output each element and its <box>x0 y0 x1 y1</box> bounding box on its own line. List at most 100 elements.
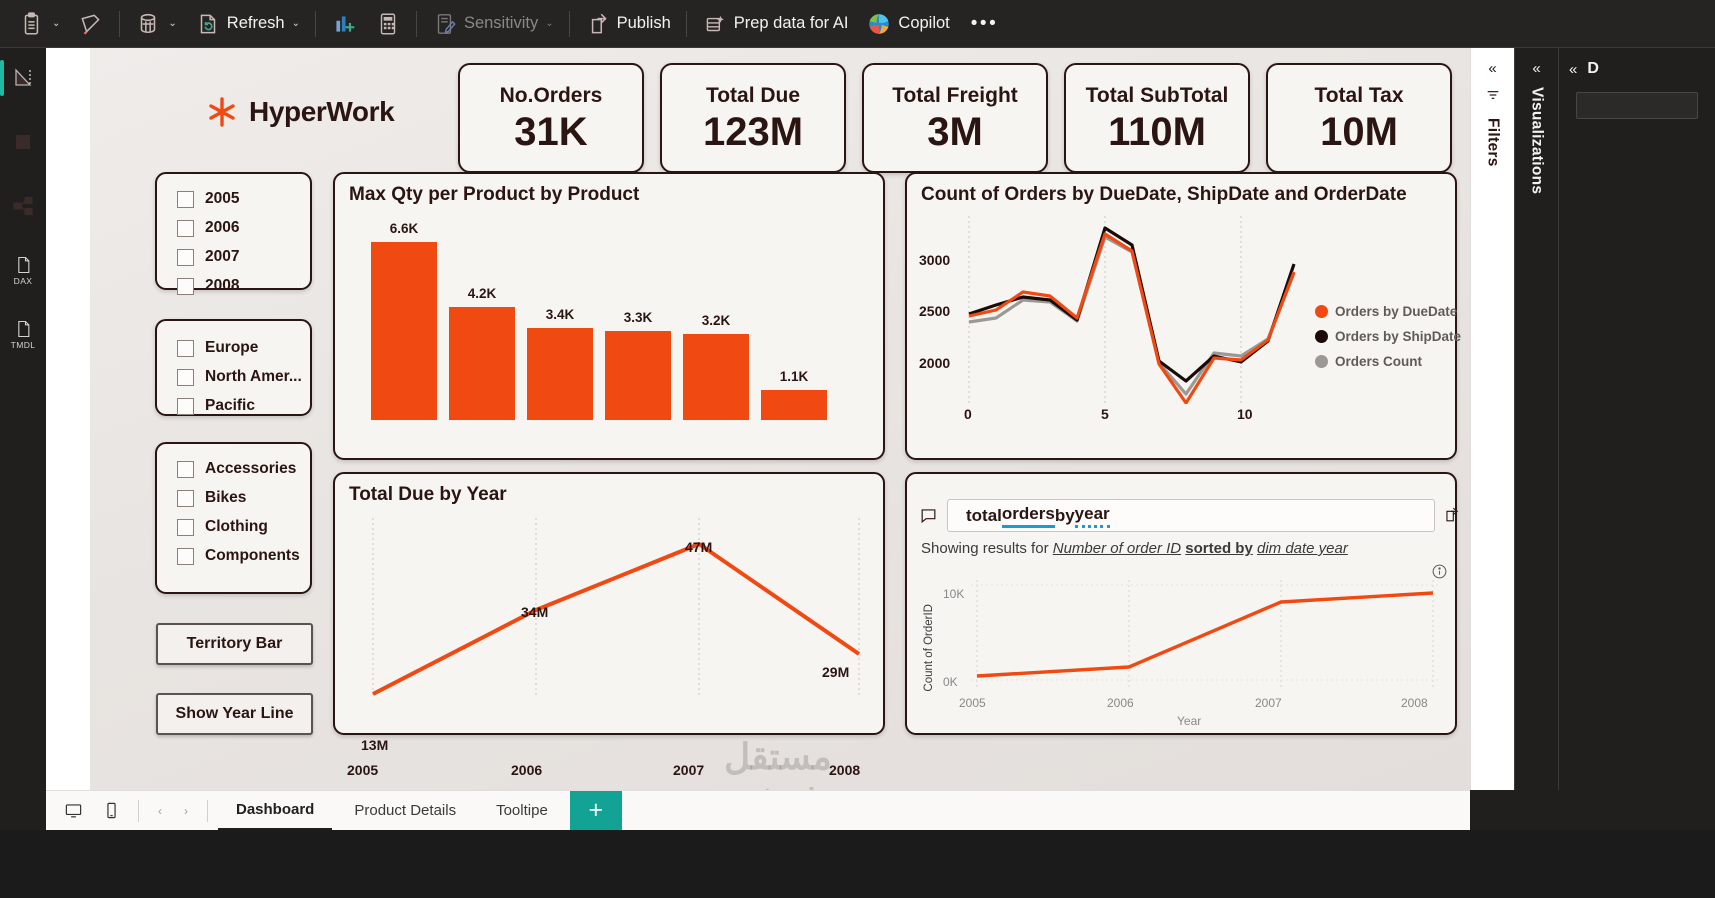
visual-orders-line-chart[interactable]: Count of Orders by DueDate, ShipDate and… <box>905 172 1461 460</box>
collapse-data-pane-icon[interactable]: « <box>1569 60 1578 78</box>
desktop-layout-icon[interactable] <box>56 797 90 825</box>
rail-item-tmdl-view[interactable]: TMDL <box>0 312 46 356</box>
ribbon-copilot-button[interactable]: Copilot <box>857 5 958 43</box>
add-page-button[interactable]: + <box>569 790 622 831</box>
kpi-card-no-orders[interactable]: No.Orders 31K <box>458 63 644 173</box>
kpi-card-total-freight[interactable]: Total Freight 3M <box>862 63 1048 173</box>
ribbon-prep-data-button[interactable]: Prep data for AI <box>693 5 858 43</box>
ribbon-publish-button[interactable]: Publish <box>576 5 680 43</box>
slicer-item-territory-pacific[interactable]: Pacific <box>177 397 302 415</box>
checkbox-icon[interactable] <box>177 518 194 536</box>
bar-rect[interactable] <box>761 390 827 420</box>
visual-max-qty-bar-chart[interactable]: Max Qty per Product by Product 6.6K Long… <box>333 172 885 733</box>
checkbox-icon[interactable] <box>177 219 194 237</box>
slicer-label: 2007 <box>205 248 240 265</box>
data-pane-search-input[interactable] <box>1576 92 1698 119</box>
legend-item-orders-by-duedate[interactable]: Orders by DueDate <box>1315 304 1457 319</box>
visual-total-due-by-year[interactable]: Total Due by Year 13M 34M 47M 29M 2005 2… <box>333 472 885 778</box>
page-tab-bar: ‹ › Dashboard Product Details Tooltipe + <box>46 790 1470 831</box>
checkbox-icon[interactable] <box>177 489 194 507</box>
rail-item-report-view[interactable] <box>0 56 46 100</box>
slicer-item-year-2008[interactable]: 2008 <box>177 277 239 295</box>
bar-rect[interactable] <box>371 242 437 420</box>
legend-item-orders-by-shipdate[interactable]: Orders by ShipDate <box>1315 329 1461 344</box>
checkbox-icon[interactable] <box>177 190 194 208</box>
bar-rect[interactable] <box>683 334 749 420</box>
ribbon-divider <box>314 10 316 37</box>
visual-qa[interactable]: total orders by year Showing results for… <box>905 472 1459 735</box>
bar-rect[interactable] <box>605 331 671 420</box>
slicer-label: Bikes <box>205 489 247 506</box>
show-year-line-button[interactable]: Show Year Line <box>156 693 313 735</box>
visual-title: Count of Orders by DueDate, ShipDate and… <box>921 184 1407 205</box>
collapse-visualizations-icon[interactable]: « <box>1532 60 1541 77</box>
slicer-item-category-bikes[interactable]: Bikes <box>177 489 300 507</box>
bar-rect[interactable] <box>527 328 593 420</box>
ribbon-new-visual-button[interactable] <box>322 5 366 43</box>
report-view-icon <box>15 68 32 86</box>
visualizations-pane-collapsed[interactable]: « Visualizations <box>1514 48 1558 856</box>
qa-question-input[interactable]: total orders by year <box>947 499 1435 532</box>
legend-label: Orders Count <box>1335 354 1423 369</box>
qa-convert-to-visual-icon[interactable] <box>1443 504 1462 530</box>
collapse-filters-icon[interactable]: « <box>1488 60 1497 77</box>
ribbon-new-measure-button[interactable] <box>366 5 410 43</box>
rail-item-table-view[interactable] <box>0 120 46 164</box>
kpi-card-total-subtotal[interactable]: Total SubTotal 110M <box>1064 63 1250 173</box>
next-page-button[interactable]: › <box>184 803 188 818</box>
slicer-item-year-2005[interactable]: 2005 <box>177 190 239 208</box>
rail-item-dax-query-view[interactable]: DAX <box>0 248 46 292</box>
checkbox-icon[interactable] <box>177 368 194 386</box>
ribbon-divider <box>415 10 417 37</box>
slicer-item-year-2006[interactable]: 2006 <box>177 219 239 237</box>
checkbox-icon[interactable] <box>177 277 194 295</box>
rail-label-dax: DAX <box>13 275 33 286</box>
territory-bar-button[interactable]: Territory Bar <box>156 623 313 665</box>
slicer-label: North Amer... <box>205 368 302 385</box>
page-tab-product-details[interactable]: Product Details <box>354 802 457 819</box>
mobile-layout-icon[interactable] <box>94 797 128 825</box>
publish-icon <box>585 11 611 37</box>
rail-item-model-view[interactable] <box>0 184 46 228</box>
data-label: 29M <box>822 664 850 680</box>
ribbon-refresh-button[interactable]: Refresh ⌄ <box>186 5 309 43</box>
previous-page-button[interactable]: ‹ <box>158 803 162 818</box>
page-tab-dashboard[interactable]: Dashboard <box>218 791 333 831</box>
bar-value-label: 1.1K <box>779 369 809 384</box>
ribbon-get-data-button[interactable]: ⌄ <box>126 5 185 43</box>
slicer-item-territory-north-america[interactable]: North Amer... <box>177 368 302 386</box>
bottom-pane-filler <box>1470 790 1715 830</box>
checkbox-icon[interactable] <box>177 248 194 266</box>
checkbox-icon[interactable] <box>177 339 194 357</box>
filters-pane-collapsed[interactable]: « Filters <box>1470 48 1514 856</box>
bar-value-label: 3.2K <box>701 313 731 328</box>
qa-info-icon[interactable] <box>1431 563 1448 585</box>
slicer-item-category-accessories[interactable]: Accessories <box>177 460 300 478</box>
ribbon-format-painter-button[interactable] <box>69 5 113 43</box>
ribbon-overflow-button[interactable]: ••• <box>970 12 999 34</box>
bar-rect[interactable] <box>449 307 515 420</box>
mini-chart-y-axis-title: Count of OrderID <box>923 604 935 692</box>
slicer-category[interactable]: Accessories Bikes Clothing Components <box>155 442 312 594</box>
checkbox-icon[interactable] <box>177 547 194 565</box>
slicer-territory[interactable]: Europe North Amer... Pacific <box>155 319 312 416</box>
model-view-icon <box>13 196 33 216</box>
ribbon-divider <box>119 10 121 37</box>
bar-chart-plot: 6.6K Long-Sleeve Logo Jersey, L 4.2K Cla… <box>365 220 865 733</box>
kpi-card-total-due[interactable]: Total Due 123M <box>660 63 846 173</box>
checkbox-icon[interactable] <box>177 460 194 478</box>
checkbox-icon[interactable] <box>177 397 194 415</box>
legend-item-orders-count[interactable]: Orders Count <box>1315 354 1422 369</box>
data-pane[interactable]: « D <box>1558 48 1715 856</box>
slicer-item-category-clothing[interactable]: Clothing <box>177 518 300 536</box>
slicer-year[interactable]: 2005 2006 2007 2008 <box>155 172 312 295</box>
slicer-item-year-2007[interactable]: 2007 <box>177 248 239 266</box>
slicer-item-category-components[interactable]: Components <box>177 547 300 565</box>
kpi-card-total-tax[interactable]: Total Tax 10M <box>1266 63 1452 173</box>
slicer-item-territory-europe[interactable]: Europe <box>177 339 302 357</box>
kpi-title: No.Orders <box>499 84 603 107</box>
qa-result-sort-label: sorted by <box>1185 540 1253 557</box>
ribbon-sensitivity-button[interactable]: Sensitivity ⌄ <box>423 5 563 43</box>
ribbon-paste-button[interactable]: ⌄ <box>10 5 69 43</box>
page-tab-tooltipe[interactable]: Tooltipe <box>496 802 548 819</box>
